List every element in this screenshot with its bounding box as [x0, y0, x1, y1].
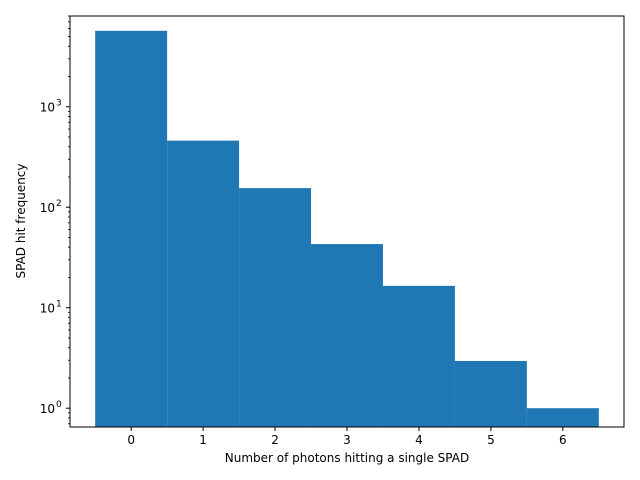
y-tick-label: 10 — [40, 101, 55, 115]
x-axis-ticks: 0 1 2 3 4 5 6 — [127, 427, 567, 447]
y-tick-exponent: 1 — [56, 300, 62, 310]
y-tick-label: 10 — [40, 402, 55, 416]
bar-6 — [526, 408, 599, 427]
bar-1 — [167, 140, 240, 428]
bar-3 — [311, 244, 383, 427]
x-tick-label: 3 — [343, 433, 351, 447]
y-tick-exponent: 0 — [56, 400, 62, 410]
y-tick-exponent: 3 — [56, 99, 62, 109]
y-tick-exponent: 2 — [56, 199, 62, 209]
x-tick-label: 4 — [415, 433, 423, 447]
y-tick-label: 10 — [40, 201, 55, 215]
x-tick-label: 6 — [559, 433, 567, 447]
x-tick-label: 0 — [127, 433, 135, 447]
bar-5 — [454, 360, 527, 427]
bar-0 — [95, 30, 168, 428]
bar-2 — [239, 188, 312, 427]
plot-frame — [69, 15, 625, 428]
bars-group — [95, 30, 599, 428]
x-tick-label: 2 — [271, 433, 279, 447]
bar-4 — [382, 285, 455, 427]
y-tick-label: 10 — [40, 302, 55, 316]
x-tick-label: 5 — [487, 433, 495, 447]
y-axis-label: SPAD hit frequency — [14, 164, 28, 279]
x-axis-label: Number of photons hitting a single SPAD — [225, 451, 469, 465]
x-tick-label: 1 — [199, 433, 207, 447]
